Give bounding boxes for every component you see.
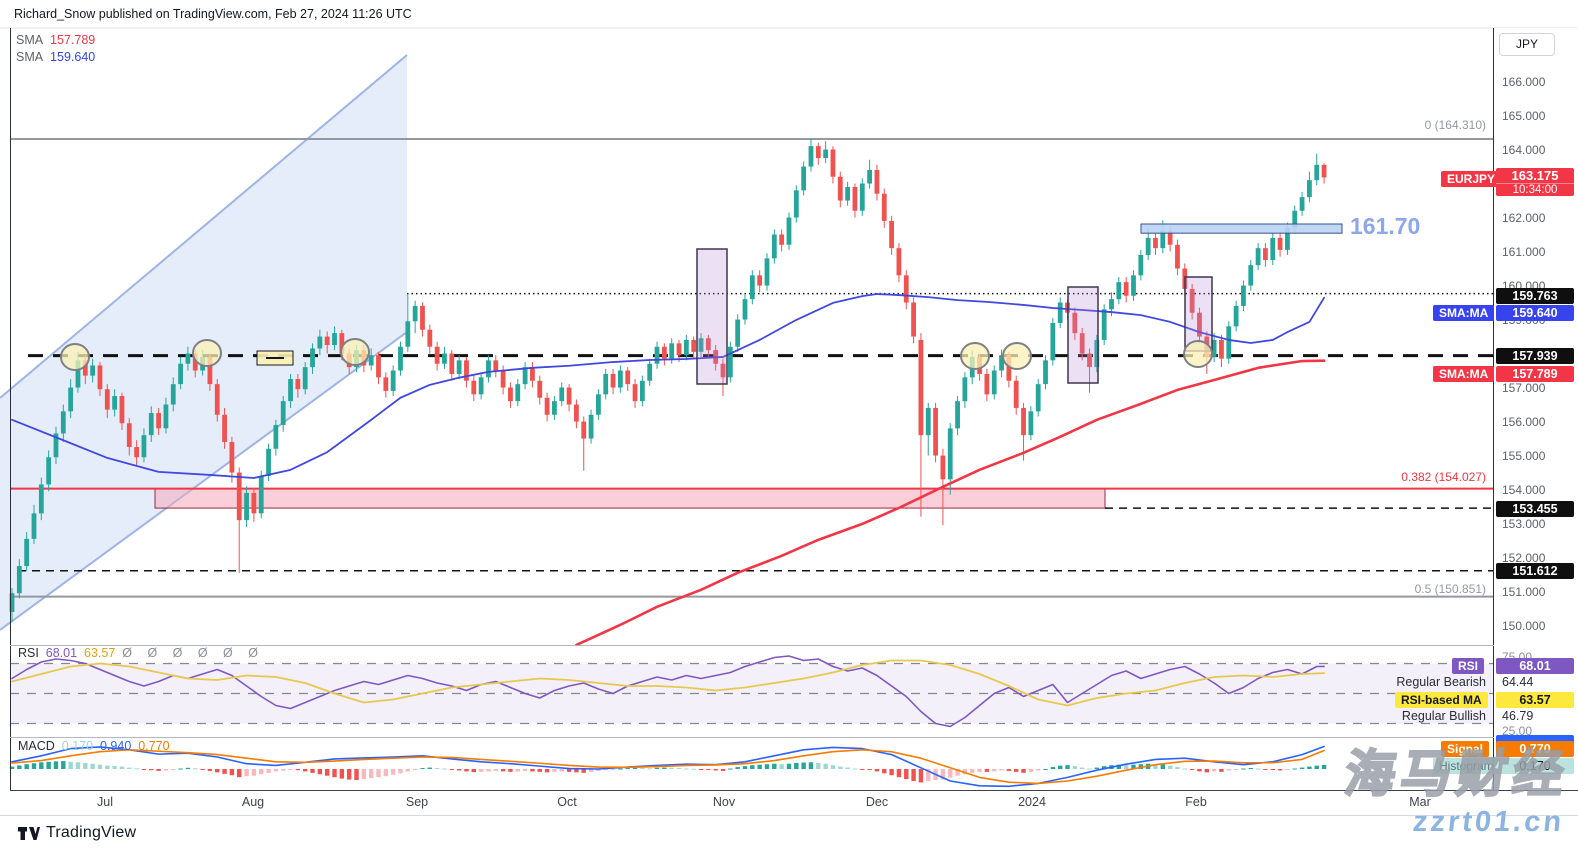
sma-slow-legend[interactable]: SMA 159.640: [16, 50, 95, 64]
tradingview-brand[interactable]: TradingView: [18, 824, 136, 842]
resistance-price-label: 161.70: [1350, 213, 1421, 239]
sma-slow-price-badge: 159.640: [1496, 305, 1574, 321]
tradingview-wordmark: TradingView: [46, 824, 137, 841]
regular-bearish-label: Regular Bearish: [1396, 675, 1486, 689]
tradingview-logo-icon: [18, 826, 40, 840]
fib-50-label: 0.5 (150.851): [1414, 582, 1486, 596]
level-badge-157939: 157.939: [1496, 348, 1574, 364]
rsi-title: RSI: [18, 646, 39, 660]
level-badge-153455: 153.455: [1496, 501, 1574, 517]
price-tick: 154.000: [1502, 482, 1546, 497]
time-axis-label-jul: Jul: [97, 795, 113, 809]
rsi-ma-value: 63.57: [84, 646, 116, 660]
price-tick: 153.000: [1502, 516, 1546, 531]
rsi-ma-badge-value: 63.57: [1496, 692, 1574, 708]
price-tick: 157.000: [1502, 380, 1546, 395]
sma-slow-label: SMA: [16, 50, 44, 64]
time-axis-label-dec: Dec: [865, 795, 889, 809]
price-tick: 162.000: [1502, 210, 1546, 225]
time-axis-label-sep: Sep: [405, 795, 429, 809]
symbol-tag: EURJPY: [1441, 171, 1502, 187]
price-tick: 151.000: [1502, 584, 1546, 599]
price-tick: 161.000: [1502, 244, 1546, 259]
time-axis[interactable]: Jul Aug Sep Oct Nov Dec 2024 Feb Mar: [0, 791, 1578, 815]
price-tick: 156.000: [1502, 414, 1546, 429]
rsi-divergence-placeholders: Ø Ø Ø Ø Ø Ø: [122, 646, 264, 660]
sma-slow-value: 159.640: [50, 50, 96, 64]
sma-fast-label: SMA: [16, 33, 44, 47]
rsi-badge-value: 68.01: [1496, 658, 1574, 674]
price-tick: 152.000: [1502, 550, 1546, 565]
regular-bullish-label: Regular Bullish: [1401, 709, 1486, 723]
publish-header: Richard_Snow published on TradingView.co…: [14, 7, 412, 21]
time-axis-label-mar: Mar: [1409, 795, 1431, 809]
countdown-timer: 10:34:00: [1496, 183, 1574, 196]
sma-fast-legend[interactable]: SMA 157.789: [16, 33, 95, 47]
last-price-badge: 163.175 10:34:00: [1496, 168, 1574, 196]
price-tick: 150.000: [1502, 618, 1546, 633]
sma-fast-price-badge: 157.789: [1496, 366, 1574, 382]
macd-signal-value: 0.770: [138, 739, 170, 753]
signal-badge-tag: Signal: [1441, 741, 1490, 757]
watermark-cjk: 海马财经: [1340, 745, 1574, 804]
rsi-ma-badge-tag: RSI-based MA: [1395, 692, 1488, 708]
histogram-badge-tag: Histogram: [1433, 758, 1500, 774]
last-price-value: 163.175: [1511, 168, 1559, 183]
rsi-legend[interactable]: RSI 68.01 63.57 Ø Ø Ø Ø Ø Ø: [18, 646, 264, 660]
signal-badge-value: 0.770: [1496, 741, 1574, 757]
sma-slow-tag: SMA:MA: [1433, 305, 1495, 321]
price-tick: 166.000: [1502, 74, 1546, 89]
level-badge-159763: 159.763: [1496, 288, 1574, 304]
time-axis-label-aug: Aug: [241, 795, 265, 809]
macd-line-value: 0.940: [100, 739, 132, 753]
macd-hist-value: 0.170: [61, 739, 94, 753]
time-axis-label-nov: Nov: [712, 795, 736, 809]
sma-fast-value: 157.789: [50, 33, 96, 47]
price-tick: 164.000: [1502, 142, 1546, 157]
sma-fast-tag: SMA:MA: [1433, 366, 1495, 382]
price-tick: 155.000: [1502, 448, 1546, 463]
fib-zero-label: 0 (164.310): [1424, 118, 1486, 132]
time-axis-label-feb: Feb: [1185, 795, 1207, 809]
fib-382-label: 0.382 (154.027): [1401, 470, 1486, 484]
currency-button[interactable]: JPY: [1499, 33, 1555, 56]
regular-bullish-value: 46.79: [1502, 709, 1534, 723]
histogram-badge-value: 0.170: [1496, 758, 1574, 774]
regular-bearish-value: 64.44: [1502, 675, 1534, 689]
watermark-url: zzrt01.cn: [1411, 806, 1566, 838]
price-tick: 165.000: [1502, 108, 1546, 123]
rsi-value: 68.01: [45, 646, 78, 660]
rsi-scale-low: 25.00: [1502, 724, 1533, 738]
macd-title: MACD: [18, 739, 55, 753]
time-axis-label-2024: 2024: [1018, 795, 1046, 809]
macd-legend[interactable]: MACD 0.170 0.940 0.770: [18, 739, 170, 753]
level-badge-151612: 151.612: [1496, 563, 1574, 579]
time-axis-label-oct: Oct: [557, 795, 577, 809]
rsi-badge-tag: RSI: [1452, 658, 1485, 674]
